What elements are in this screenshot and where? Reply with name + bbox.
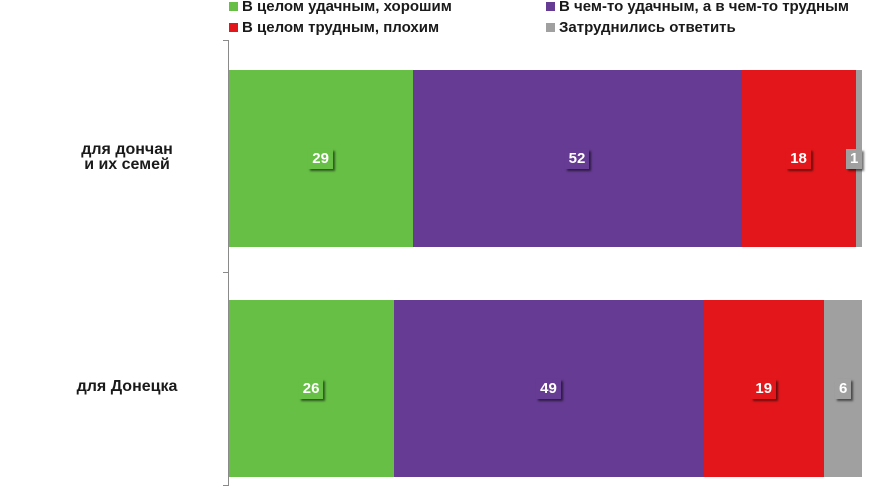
legend-swatch <box>546 1 555 11</box>
legend-item: В чем-то удачным, а в чем-то трудным <box>546 0 849 15</box>
legend-label: В чем-то удачным, а в чем-то трудным <box>559 0 849 15</box>
legend-item: В целом трудным, плохим <box>229 18 440 36</box>
data-label: 49 <box>536 378 561 399</box>
data-label: 29 <box>308 148 333 169</box>
data-label: 19 <box>751 378 777 399</box>
legend-label: В целом трудным, плохим <box>242 18 440 36</box>
legend-swatch <box>229 1 238 11</box>
legend-label: В целом удачным, хорошим <box>242 0 452 15</box>
data-label: 18 <box>786 148 811 169</box>
y-axis-line <box>228 40 229 486</box>
legend-label: Затруднились ответить <box>559 18 736 36</box>
data-label: 26 <box>298 378 324 399</box>
legend-item: В целом удачным, хорошим <box>229 0 452 15</box>
legend-swatch <box>546 22 555 32</box>
data-label: 1 <box>846 148 863 169</box>
data-label: 52 <box>564 148 590 169</box>
legend-swatch <box>229 22 238 32</box>
y-axis-tick <box>223 40 229 41</box>
y-axis-tick <box>223 272 229 273</box>
data-label: 6 <box>835 378 852 399</box>
category-label: для дончан и их семей <box>81 140 173 173</box>
category-label: для Донецка <box>76 378 178 395</box>
legend-item: Затруднились ответить <box>546 18 736 36</box>
